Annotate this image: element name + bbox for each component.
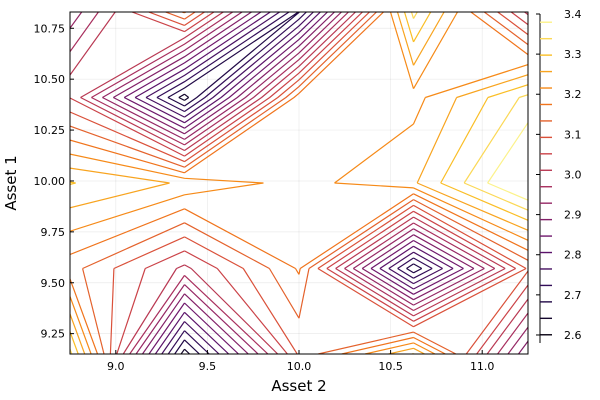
contour-level-line — [70, 12, 528, 354]
contour-level-line — [70, 12, 528, 354]
colorbar-tick-label: 2.6 — [564, 329, 582, 342]
y-tick-label: 10.50 — [34, 73, 66, 86]
y-tick-label: 10.75 — [34, 22, 66, 35]
colorbar-tick-label: 2.8 — [564, 249, 582, 262]
contour-level-line — [487, 122, 528, 201]
y-tick-label: 10.25 — [34, 124, 66, 137]
contour-level-line — [178, 93, 191, 354]
contour-level-line — [70, 12, 528, 354]
y-tick-label: 9.25 — [41, 328, 66, 341]
contour-level-line — [156, 12, 433, 354]
colorbar-tick-label: 3.2 — [564, 88, 582, 101]
x-tick-label: 10.5 — [378, 360, 403, 373]
x-tick-label: 9.0 — [107, 360, 125, 373]
x-tick-label: 11.0 — [470, 360, 495, 373]
contour-level-line — [70, 12, 528, 354]
contour-level-line — [70, 12, 528, 354]
contour-lines — [70, 12, 528, 354]
contour-level-line — [70, 12, 528, 354]
colorbar-tick-label: 2.9 — [564, 209, 582, 222]
y-axis-ticks: 9.25 9.50 9.75 10.00 10.25 10.50 10.75 — [34, 22, 74, 341]
colorbar-tick-label: 3.0 — [564, 168, 582, 181]
colorbar-tick-label: 3.4 — [564, 8, 582, 21]
contour-level-line — [145, 12, 443, 354]
colorbar-tick-label: 2.7 — [564, 289, 582, 302]
y-tick-label: 9.75 — [41, 226, 66, 239]
colorbar: 2.6 2.7 2.8 2.9 3.0 3.1 3.2 3.3 3.4 — [536, 8, 582, 343]
y-tick-label: 9.50 — [41, 277, 66, 290]
colorbar-tick-label: 3.3 — [564, 48, 582, 61]
x-tick-label: 9.5 — [199, 360, 217, 373]
colorbar-tick-label: 3.1 — [564, 128, 582, 141]
x-axis-ticks: 9.0 9.5 10.0 10.5 11.0 — [107, 350, 494, 373]
contour-level-line — [134, 12, 454, 354]
y-tick-label: 10.00 — [34, 175, 66, 188]
x-axis-label: Asset 2 — [271, 377, 326, 395]
contour-level-line — [70, 12, 528, 354]
contour-level-line — [70, 12, 528, 354]
x-tick-label: 10.0 — [287, 360, 312, 373]
y-axis-label: Asset 1 — [2, 155, 20, 210]
contour-level-line — [167, 12, 423, 354]
contour-level-line — [70, 12, 528, 354]
contour-level-line — [113, 12, 528, 354]
contour-level-line — [70, 12, 528, 354]
contour-level-line — [123, 12, 464, 354]
